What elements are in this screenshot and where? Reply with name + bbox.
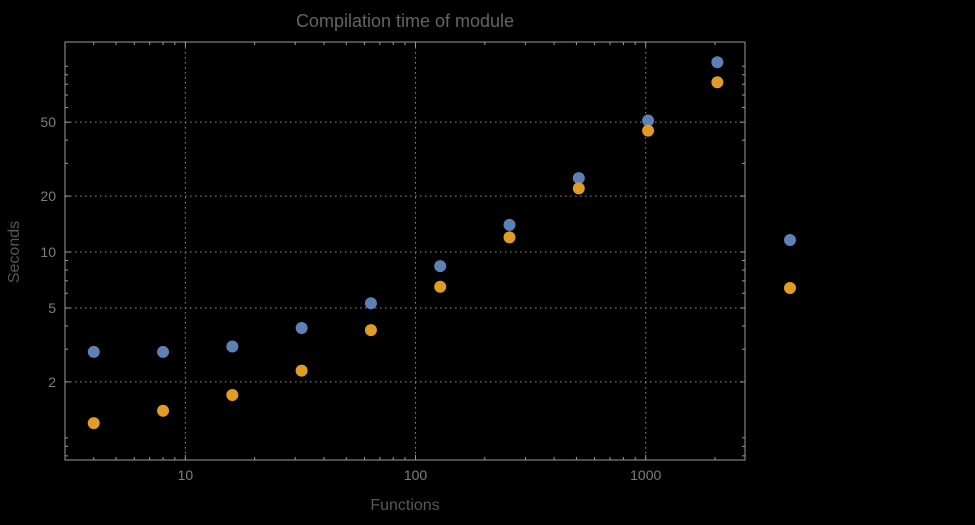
x-tick-label: 10 [178,467,194,483]
data-point-blue [434,260,447,273]
data-point-orange [226,389,239,402]
data-point-blue [503,218,516,231]
data-point-orange [295,364,308,377]
data-point-orange [87,417,100,430]
y-tick-label: 50 [40,114,56,130]
data-point-blue [157,345,170,358]
legend-marker-orange [784,282,796,294]
data-point-blue [87,345,100,358]
x-axis-label: Functions [370,497,440,514]
x-tick-label: 100 [404,467,428,483]
data-point-orange [364,324,377,337]
data-point-blue [364,297,377,310]
chart-title: Compilation time of module [295,11,515,31]
y-tick-label: 5 [48,300,56,316]
y-axis-label: Seconds [6,220,23,284]
data-point-blue [226,340,239,353]
data-point-orange [503,231,516,244]
data-point-orange [572,182,585,195]
data-point-orange [642,124,655,137]
data-point-orange [434,280,447,293]
y-tick-label: 10 [40,244,56,260]
y-tick-label: 2 [48,374,56,390]
data-point-orange [711,76,724,89]
data-point-blue [572,172,585,185]
x-tick-label: 1000 [630,467,661,483]
data-point-blue [295,322,308,335]
data-point-blue [642,114,655,127]
legend-marker-blue [784,234,796,246]
y-tick-label: 20 [40,188,56,204]
data-point-orange [157,404,170,417]
data-point-blue [711,56,724,69]
plot-frame [64,41,746,461]
